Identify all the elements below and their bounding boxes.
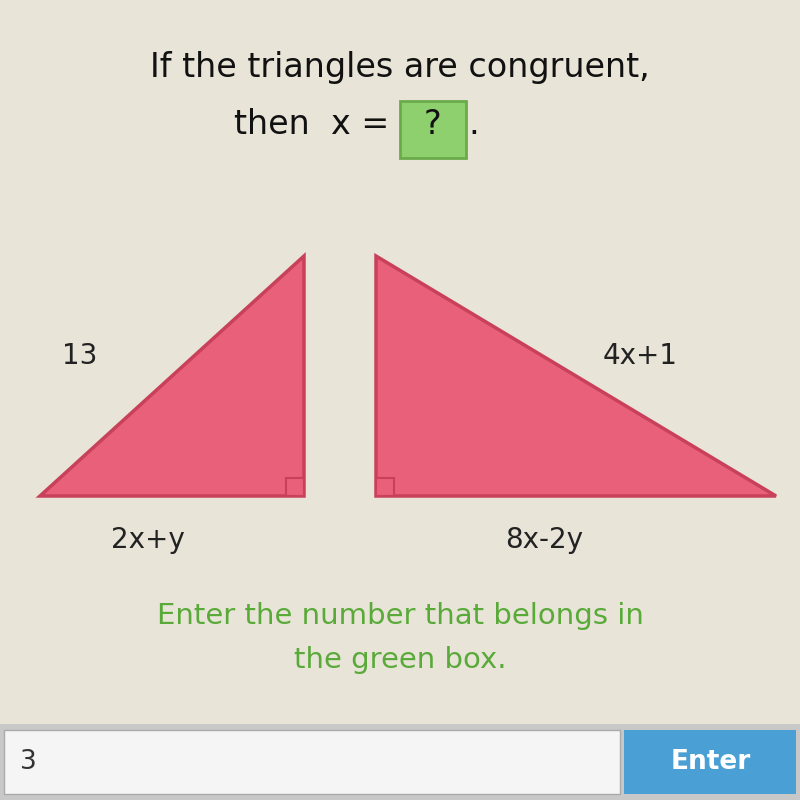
Text: 3: 3 [20,749,37,775]
Text: .: . [468,107,478,141]
Polygon shape [376,256,776,496]
Bar [286,478,304,496]
Text: 8x-2y: 8x-2y [505,526,583,554]
Text: ?: ? [424,107,442,141]
Text: 4x+1: 4x+1 [602,342,678,370]
Text: 13: 13 [62,342,98,370]
Bar [376,478,394,496]
Text: 2x+y: 2x+y [111,526,185,554]
Bar [4,730,620,794]
FancyBboxPatch shape [400,101,466,158]
Bar [0,724,800,800]
Text: the green box.: the green box. [294,646,506,674]
Text: Enter: Enter [670,749,750,775]
Text: Enter the number that belongs in: Enter the number that belongs in [157,602,643,630]
Bar [624,730,796,794]
Text: then  x =: then x = [234,107,400,141]
Text: If the triangles are congruent,: If the triangles are congruent, [150,51,650,85]
Polygon shape [40,256,304,496]
